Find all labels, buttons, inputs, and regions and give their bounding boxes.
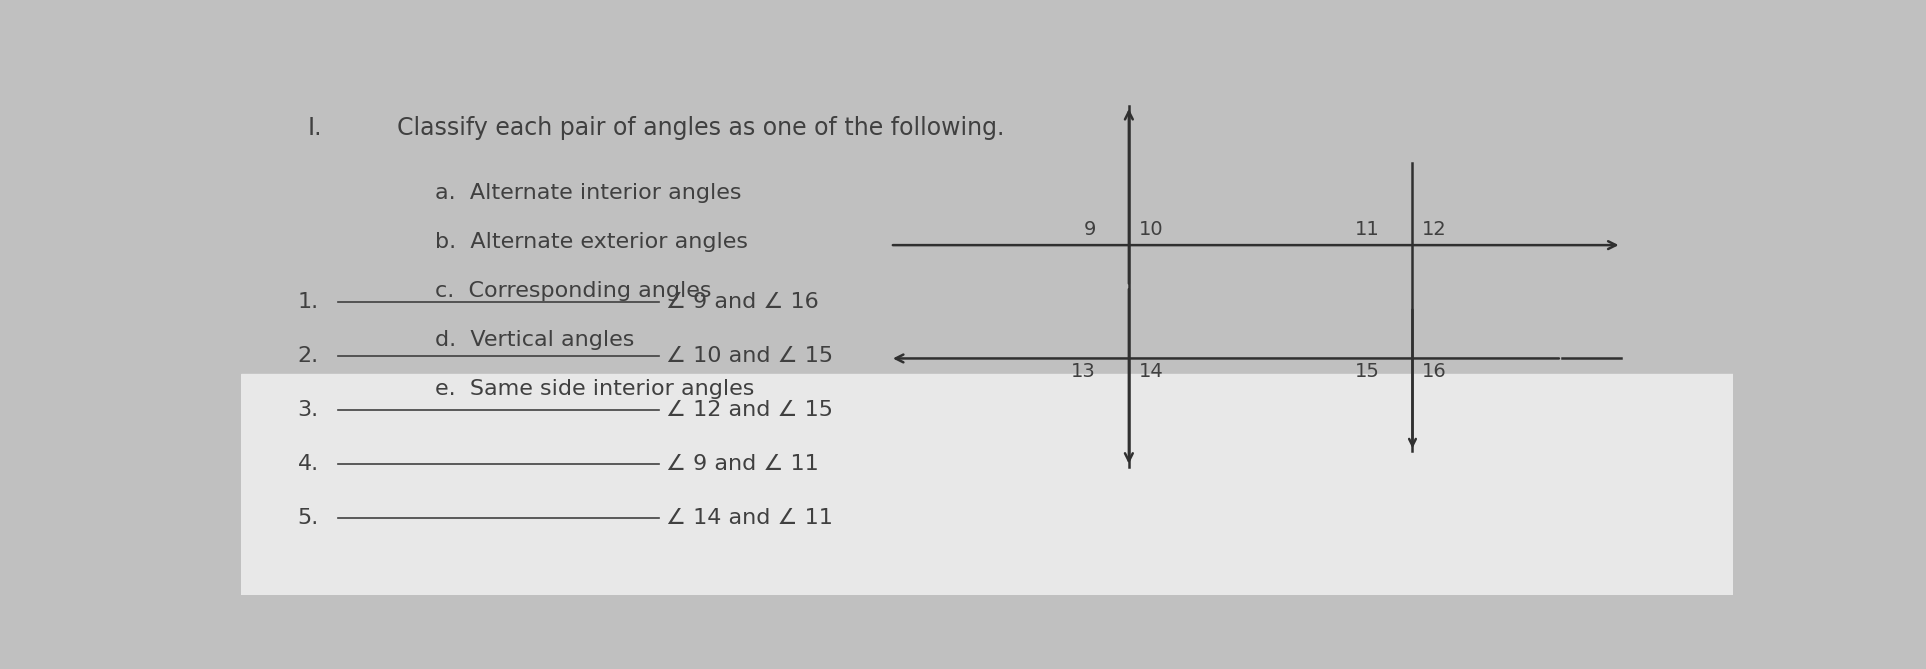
Bar	[241, 80, 1733, 374]
Text: ∠ 10 and ∠ 15: ∠ 10 and ∠ 15	[666, 346, 834, 366]
Text: Classify each pair of angles as one of the following.: Classify each pair of angles as one of t…	[397, 116, 1005, 140]
Bar	[241, 374, 1733, 595]
Text: b.  Alternate exterior angles: b. Alternate exterior angles	[435, 232, 747, 252]
Text: I.: I.	[308, 116, 322, 140]
Text: 11: 11	[1354, 221, 1379, 240]
Text: d.  Vertical angles: d. Vertical angles	[435, 330, 634, 350]
Text: 16: 16	[1421, 362, 1446, 381]
Text: 9: 9	[1084, 221, 1096, 240]
Text: 2.: 2.	[297, 346, 318, 366]
Text: 10: 10	[1138, 221, 1163, 240]
Text: ∠ 12 and ∠ 15: ∠ 12 and ∠ 15	[666, 400, 834, 420]
Text: 14: 14	[1138, 362, 1163, 381]
Text: a.  Alternate interior angles: a. Alternate interior angles	[435, 183, 742, 203]
Text: ∠ 9 and ∠ 11: ∠ 9 and ∠ 11	[666, 454, 819, 474]
Text: e.  Same side interior angles: e. Same side interior angles	[435, 379, 755, 399]
Text: ∠ 14 and ∠ 11: ∠ 14 and ∠ 11	[666, 508, 834, 528]
Text: ∠ 9 and ∠ 16: ∠ 9 and ∠ 16	[666, 292, 819, 312]
Text: 12: 12	[1421, 221, 1446, 240]
Text: 3.: 3.	[297, 400, 318, 420]
Text: 5.: 5.	[297, 508, 318, 528]
Text: 13: 13	[1071, 362, 1096, 381]
Text: 15: 15	[1354, 362, 1379, 381]
Text: c.  Corresponding angles: c. Corresponding angles	[435, 281, 711, 301]
Text: 4.: 4.	[297, 454, 318, 474]
Text: 1.: 1.	[297, 292, 318, 312]
